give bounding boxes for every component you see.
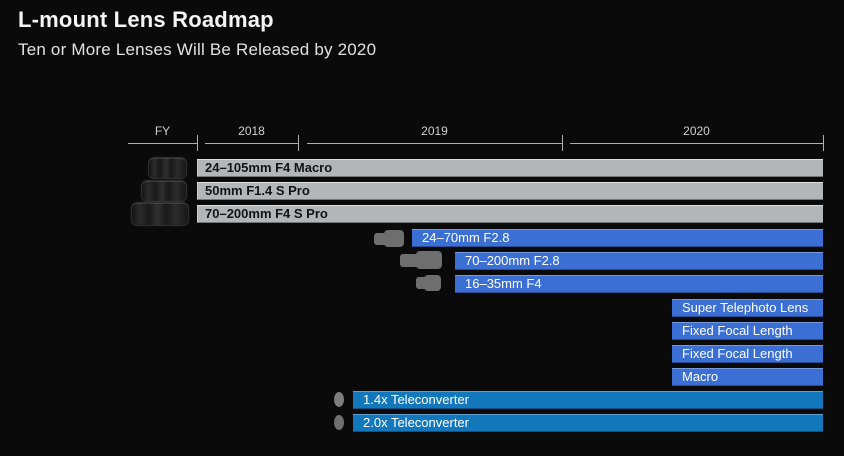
axis-label-2018: 2018 xyxy=(238,124,265,138)
roadmap-bar-2-0x-teleconverter: 2.0x Teleconverter xyxy=(353,414,823,432)
roadmap-bar-24-70mm-f2-8: 24–70mm F2.8 xyxy=(412,229,823,247)
lens-barrel-shape xyxy=(416,251,442,269)
teleconverter-icon xyxy=(334,392,344,407)
roadmap-bar-50mm-f1-4-s-pro: 50mm F1.4 S Pro xyxy=(197,182,823,200)
axis-tick xyxy=(823,135,824,151)
axis-tick xyxy=(562,135,563,151)
roadmap-bar-macro: Macro xyxy=(672,368,823,386)
axis-line-2018 xyxy=(205,143,298,144)
lens-photo-icon xyxy=(131,202,189,226)
axis-line-2019 xyxy=(307,143,562,144)
lens-mount-shape xyxy=(416,277,426,289)
axis-label-fy: FY xyxy=(154,124,171,138)
roadmap-bar-1-4x-teleconverter: 1.4x Teleconverter xyxy=(353,391,823,409)
roadmap-bar-super-telephoto: Super Telephoto Lens xyxy=(672,299,823,317)
roadmap-bar-70-200mm-f2-8: 70–200mm F2.8 xyxy=(455,252,823,270)
teleconverter-icon xyxy=(334,415,344,430)
axis-line-2020 xyxy=(570,143,823,144)
axis-tick xyxy=(298,135,299,151)
roadmap-bar-fixed-focal-1: Fixed Focal Length xyxy=(672,322,823,340)
lens-silhouette-icon xyxy=(400,251,442,269)
lens-silhouette-icon xyxy=(416,275,441,291)
lens-mount-shape xyxy=(400,253,418,267)
axis-label-2019: 2019 xyxy=(421,124,448,138)
page-subtitle: Ten or More Lenses Will Be Released by 2… xyxy=(18,40,377,59)
page-title: L-mount Lens Roadmap xyxy=(18,7,274,32)
roadmap-bar-16-35mm-f4: 16–35mm F4 xyxy=(455,275,823,293)
axis-line-fy xyxy=(128,143,197,144)
roadmap-bar-fixed-focal-2: Fixed Focal Length xyxy=(672,345,823,363)
axis-label-2020: 2020 xyxy=(683,124,710,138)
lens-barrel-shape xyxy=(424,275,441,291)
lens-photo-icon xyxy=(148,157,187,179)
roadmap-bar-24-105mm-f4-macro: 24–105mm F4 Macro xyxy=(197,159,823,177)
lens-mount-shape xyxy=(374,232,386,245)
roadmap-bar-70-200mm-f4-s-pro: 70–200mm F4 S Pro xyxy=(197,205,823,223)
lens-barrel-shape xyxy=(384,230,404,247)
axis-tick xyxy=(197,135,198,151)
lens-photo-icon xyxy=(141,180,187,202)
lens-silhouette-icon xyxy=(374,230,404,247)
